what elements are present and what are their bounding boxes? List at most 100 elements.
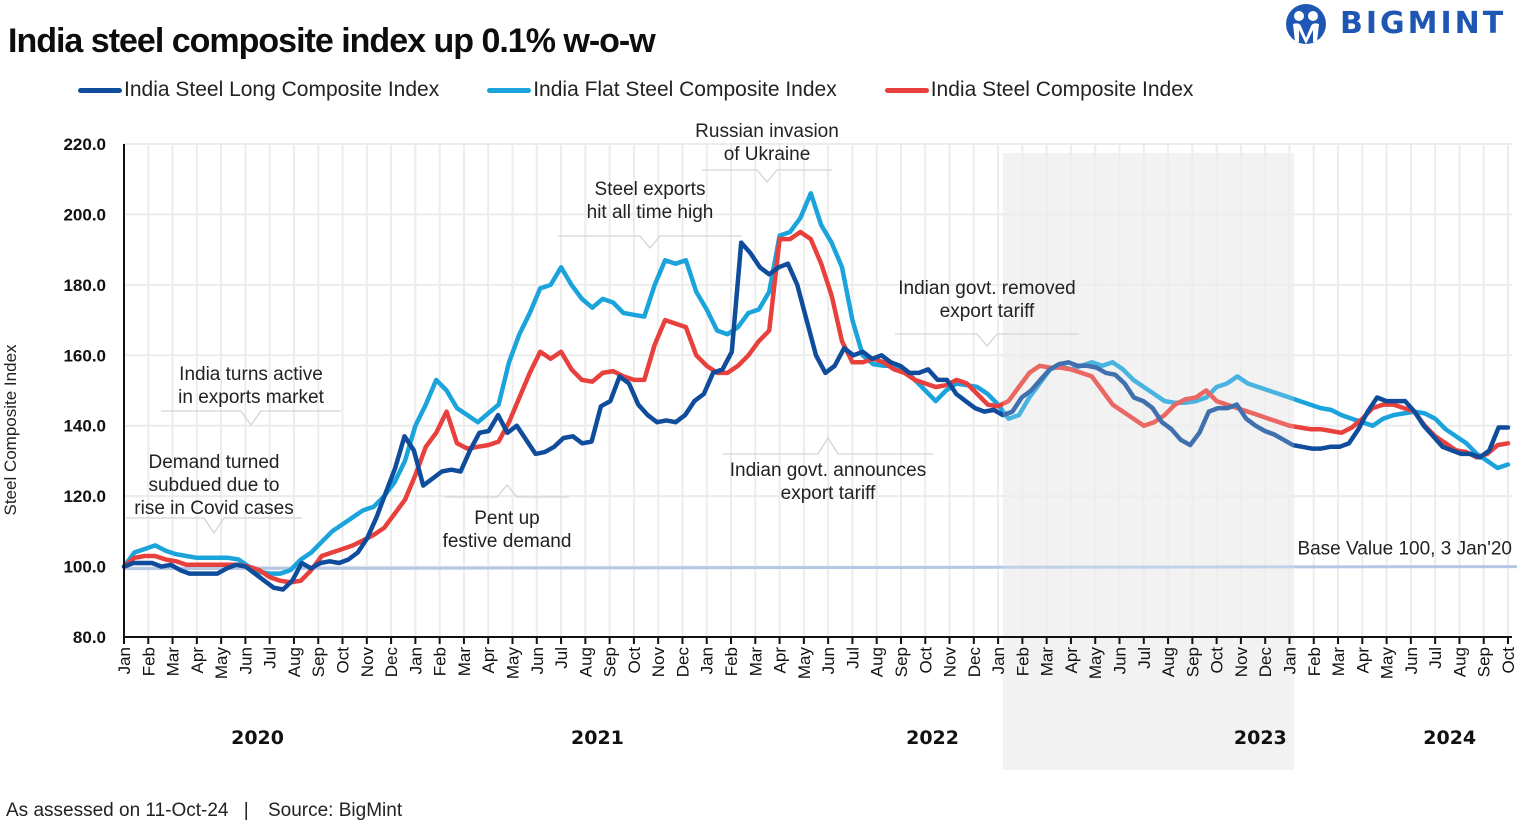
x-tick-label: Jan <box>115 647 134 674</box>
y-axis-label: Steel Composite Index <box>1 344 20 516</box>
x-tick-label: Dec <box>965 647 984 678</box>
annotation-pointer <box>702 169 832 184</box>
annotation-text: India turns active <box>179 364 323 385</box>
legend-swatch-composite <box>884 87 929 93</box>
x-tick-label: May <box>212 647 231 680</box>
annotation-text: export tariff <box>940 301 1035 322</box>
y-tick-label: 120.0 <box>63 487 106 506</box>
legend-swatch-flat <box>487 87 532 93</box>
x-tick-label: Jul <box>843 647 862 669</box>
x-tick-label: Jan <box>698 647 717 674</box>
x-tick-label: Apr <box>479 647 498 674</box>
y-tick-label: 160.0 <box>63 346 106 365</box>
series-line-composite <box>121 229 1511 585</box>
x-tick-label: May <box>1086 647 1105 680</box>
annotation-text: hit all time high <box>587 202 714 223</box>
source-text: Source: BigMint <box>267 800 403 821</box>
y-tick-label: 220.0 <box>63 135 106 154</box>
y-tick-label: 100.0 <box>63 558 106 577</box>
x-tick-label: Jan <box>406 647 425 674</box>
annotation-text: Steel exports <box>595 179 706 200</box>
x-tick-label: Feb <box>1305 647 1324 676</box>
legend-label-flat: India Flat Steel Composite Index <box>533 78 837 101</box>
x-tick-label: Mar <box>1329 647 1348 677</box>
x-tick-label: Jul <box>1135 647 1154 669</box>
x-tick-label: Mar <box>164 647 183 677</box>
x-tick-label: May <box>1378 647 1397 680</box>
x-tick-label: Sep <box>309 647 328 677</box>
x-tick-label: Sep <box>892 647 911 677</box>
x-tick-label: Feb <box>722 647 741 676</box>
x-tick-label: Apr <box>1353 647 1372 674</box>
legend-label-composite: India Steel Composite Index <box>930 78 1194 101</box>
x-tick-label: Dec <box>673 647 692 678</box>
y-tick-label: 200.0 <box>63 205 106 224</box>
x-tick-label: May <box>795 647 814 680</box>
x-tick-label: Oct <box>1208 647 1227 674</box>
annotation-pointer <box>723 436 933 455</box>
annotation-text: Indian govt. announces <box>730 460 927 481</box>
x-tick-label: Oct <box>916 647 935 674</box>
x-tick-label: Oct <box>625 647 644 674</box>
legend-item-composite[interactable]: India Steel Composite Index <box>884 78 1194 102</box>
x-tick-label: Jun <box>1111 647 1130 674</box>
brand-name: BIGMINT <box>1340 6 1507 41</box>
x-tick-label: Aug <box>1159 647 1178 677</box>
x-tick-label: Jul <box>1426 647 1445 669</box>
x-tick-label: Nov <box>358 647 377 678</box>
x-tick-label: Aug <box>285 647 304 677</box>
legend-item-long[interactable]: India Steel Long Composite Index <box>78 78 439 102</box>
annotation-pointer <box>895 333 1079 348</box>
year-label: 2021 <box>571 727 624 749</box>
x-tick-label: Feb <box>1013 647 1032 676</box>
annotation-pointer <box>445 483 569 498</box>
x-tick-label: Apr <box>1062 647 1081 674</box>
year-label: 2023 <box>1234 727 1287 749</box>
bigmint-logo-icon <box>1286 4 1326 44</box>
x-tick-label: Jun <box>236 647 255 674</box>
annotation-text: rise in Covid cases <box>134 498 293 519</box>
annotation-pointer <box>126 517 302 535</box>
legend-item-flat[interactable]: India Flat Steel Composite Index <box>487 78 837 102</box>
x-tick-label: Dec <box>382 647 401 678</box>
x-tick-label: Jun <box>528 647 547 674</box>
x-tick-label: Mar <box>746 647 765 677</box>
base-value-line <box>123 565 1518 571</box>
bigmint-logo: BIGMINT <box>1284 2 1520 46</box>
x-tick-label: Apr <box>188 647 207 674</box>
annotation-text: export tariff <box>781 483 876 504</box>
annotation-text: Demand turned <box>149 452 280 473</box>
y-tick-label: 140.0 <box>63 417 106 436</box>
x-tick-label: Jul <box>552 647 571 669</box>
annotation-text: subdued due to <box>148 475 279 496</box>
year-label: 2024 <box>1423 727 1476 749</box>
series-line-flat <box>121 191 1511 576</box>
chart-title: India steel composite index up 0.1% w-o-… <box>8 22 656 60</box>
x-tick-label: Jun <box>819 647 838 674</box>
x-tick-label: Jul <box>261 647 280 669</box>
x-tick-label: Dec <box>1256 647 1275 678</box>
x-tick-label: Sep <box>1475 647 1494 677</box>
assessed-date: As assessed on 11-Oct-24 <box>6 800 229 821</box>
legend-swatch-long <box>78 87 122 93</box>
x-tick-label: Nov <box>1232 647 1251 678</box>
year-label: 2020 <box>231 727 284 749</box>
footer: As assessed on 11-Oct-24 | Source: BigMi… <box>6 800 402 822</box>
x-tick-label: Nov <box>649 647 668 678</box>
highlight-region <box>1002 153 1295 770</box>
annotation-text: Pent up <box>474 508 540 529</box>
chart-legend: India Steel Long Composite Index India F… <box>78 76 1241 104</box>
annotation-text: in exports market <box>178 387 324 408</box>
annotation-text: Russian invasion <box>695 121 839 142</box>
highlight-overlay <box>1002 153 1295 770</box>
x-tick-label: Oct <box>334 647 353 674</box>
x-tick-label: Aug <box>1450 647 1469 677</box>
annotation-text: festive demand <box>443 531 572 552</box>
